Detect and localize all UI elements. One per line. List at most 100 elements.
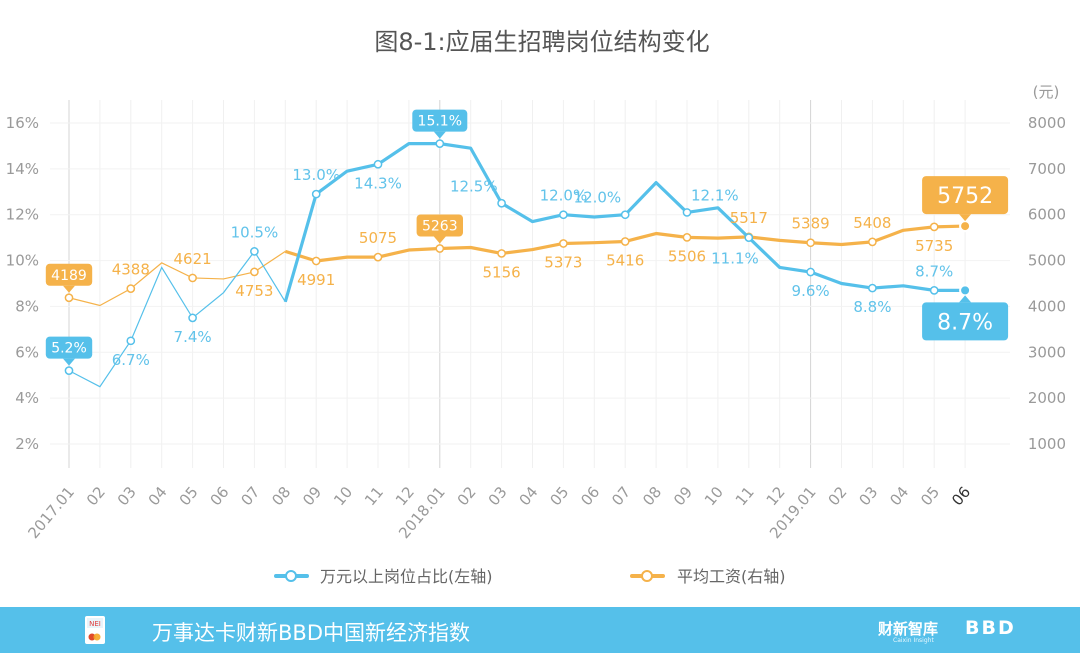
data-point-marker	[868, 283, 877, 293]
legend-marker-orange-icon	[641, 570, 653, 582]
caixin-insight-logo: 财新智库	[878, 620, 939, 638]
x-tick-label: 04	[886, 483, 912, 509]
x-tick-label: 07	[608, 483, 634, 509]
data-point-marker	[959, 220, 972, 233]
x-tick-label: 03	[114, 483, 140, 509]
data-label: 10.5%	[231, 223, 279, 241]
x-tick-label: 05	[176, 483, 202, 509]
left-tick-label: 14%	[6, 160, 39, 178]
data-label: 12.0%	[574, 189, 622, 207]
data-point-marker	[435, 139, 445, 148]
data-point-marker	[311, 256, 321, 266]
data-point-marker	[435, 244, 445, 253]
data-label: 14.3%	[354, 174, 402, 192]
data-label: 4753	[235, 282, 273, 300]
data-point-marker	[250, 267, 259, 277]
data-label: 5156	[483, 263, 521, 281]
x-tick-label: 04	[516, 483, 542, 509]
left-tick-label: 10%	[6, 252, 39, 270]
data-label: 15.1%	[418, 114, 462, 130]
data-point-marker	[620, 210, 630, 220]
data-label: 5506	[668, 247, 706, 265]
data-point-marker	[806, 238, 815, 248]
data-point-marker	[373, 159, 383, 169]
x-tick-label: 09	[299, 483, 325, 509]
data-point-marker	[682, 233, 692, 242]
x-tick-label: 04	[145, 483, 171, 509]
x-tick-label: 07	[237, 483, 263, 509]
left-tick-label: 6%	[15, 343, 39, 361]
data-label: 5735	[915, 237, 953, 255]
x-tick-label: 05	[546, 483, 572, 509]
chart-title: 图8-1:应届生招聘岗位结构变化	[374, 28, 709, 56]
data-point-marker	[64, 293, 74, 303]
data-point-marker	[868, 237, 877, 247]
x-tick-label: 03	[855, 483, 881, 509]
x-tick-label: 02	[83, 483, 109, 509]
data-label: 5389	[792, 215, 830, 233]
data-label: 5752	[937, 184, 993, 209]
data-label: 11.1%	[711, 250, 759, 268]
data-label: 12.0%	[540, 187, 588, 205]
label-box	[922, 176, 1009, 215]
left-tick-label: 8%	[15, 297, 39, 315]
legend-item-ratio[interactable]: 万元以上岗位占比(左轴)	[274, 567, 493, 586]
data-label: 5416	[606, 251, 644, 269]
data-label: 8.8%	[853, 298, 891, 316]
data-label: 12.5%	[450, 177, 498, 195]
data-point-marker	[126, 284, 136, 293]
x-tick-label: 10	[330, 483, 356, 509]
data-point-marker	[126, 336, 136, 346]
data-label: 4621	[174, 250, 212, 268]
data-point-marker	[64, 366, 74, 375]
data-point-marker	[311, 189, 321, 199]
left-tick-label: 12%	[6, 206, 39, 224]
x-tick-label: 10	[701, 483, 727, 509]
data-label: 6.7%	[112, 351, 150, 369]
footer-bar: NEI 万事达卡财新BBD中国新经济指数 财新智库 Caixin Insight…	[0, 607, 1080, 653]
data-point-marker	[929, 222, 939, 232]
label-box	[45, 336, 93, 359]
x-tick-label: 2017.01	[24, 483, 78, 542]
legend-label-ratio: 万元以上岗位占比(左轴)	[320, 567, 493, 586]
data-label: 4189	[51, 268, 87, 284]
data-point-marker	[250, 247, 259, 256]
label-box	[45, 263, 93, 286]
right-tick-label: 8000	[1028, 114, 1066, 132]
x-tick-label: 06	[577, 483, 603, 509]
left-tick-label: 2%	[15, 435, 39, 453]
x-tick-label: 11	[732, 483, 758, 509]
right-axis-unit: (元)	[1033, 83, 1060, 101]
x-tick-label: 06	[948, 483, 974, 509]
nei-logo-icon: NEI	[85, 616, 105, 644]
data-labels: 5.2% 6.7% 7.4% 10.5% 13.0% 14.3% 15.1% 12.5% 12.…	[45, 109, 1009, 369]
data-point-marker	[959, 284, 972, 297]
x-tick-label: 05	[917, 483, 943, 509]
series-line-thin	[68, 250, 286, 307]
x-tick-label: 12	[392, 483, 418, 509]
x-tick-label: 02	[454, 483, 480, 509]
label-box-pointer	[433, 131, 446, 139]
left-tick-label: 4%	[15, 389, 39, 407]
data-point-marker	[620, 237, 630, 246]
x-tick-label: 03	[485, 483, 511, 509]
right-tick-label: 2000	[1028, 389, 1066, 407]
data-label: 5.2%	[51, 341, 87, 357]
bbd-logo: BBD	[965, 617, 1016, 639]
data-point-marker	[682, 208, 692, 217]
right-tick-label: 5000	[1028, 252, 1066, 270]
right-axis-ticks: 1000 2000 3000 4000 5000 6000 7000 8000	[1028, 114, 1066, 453]
right-tick-label: 3000	[1028, 343, 1066, 361]
x-tick-label: 08	[268, 483, 294, 509]
legend-item-salary[interactable]: 平均工资(右轴)	[630, 567, 786, 586]
x-tick-label: 09	[670, 483, 696, 509]
x-tick-label: 08	[639, 483, 665, 509]
data-point-marker	[497, 198, 506, 208]
label-box-pointer	[959, 295, 972, 303]
data-label: 5408	[853, 214, 891, 232]
data-label: 8.7%	[915, 262, 953, 280]
left-axis-ticks: 2% 4% 6% 8% 10% 12% 14% 16%	[6, 114, 39, 453]
right-tick-label: 4000	[1028, 297, 1066, 315]
data-label: 12.1%	[691, 186, 739, 204]
